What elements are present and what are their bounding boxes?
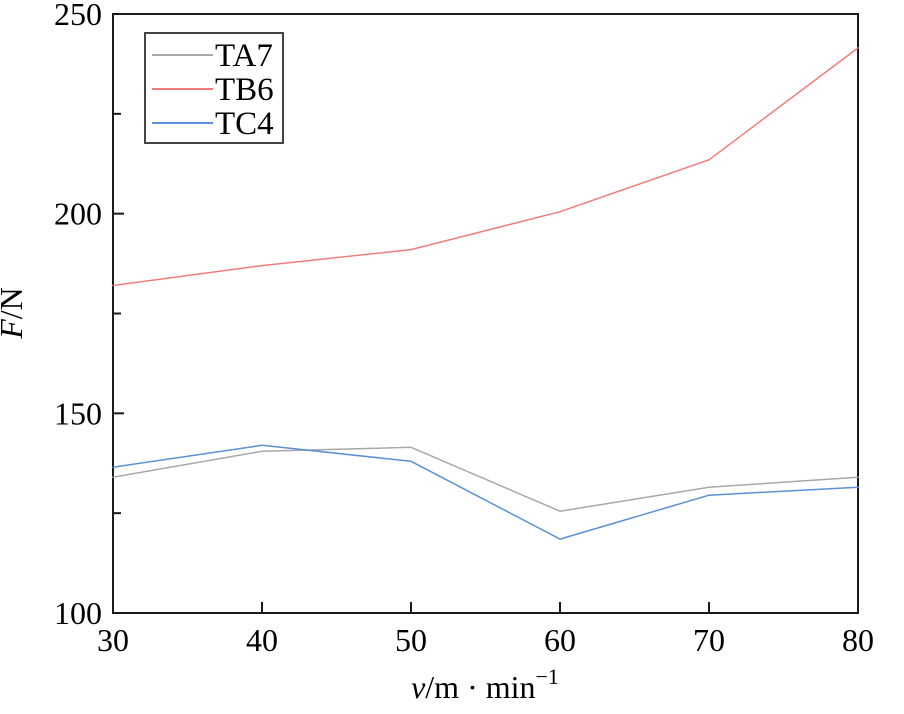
series-lines — [112, 47, 859, 540]
x-tick-label: 30 — [97, 622, 129, 658]
y-tick-label: 200 — [54, 196, 102, 232]
plot-border — [112, 13, 859, 614]
x-tick-label: 70 — [693, 622, 725, 658]
axis-ticks: 30 40 50 60 70 80 100 150 200 250 — [54, 0, 874, 658]
legend-label-TB6: TB6 — [215, 72, 274, 108]
x-axis-variable: v — [411, 669, 426, 705]
y-tick-label: 150 — [54, 395, 102, 431]
y-tick-label: 250 — [54, 0, 102, 32]
series-line-TA7 — [112, 446, 859, 512]
x-tick-label: 60 — [544, 622, 576, 658]
y-tick-label: 100 — [54, 595, 102, 631]
legend-label-TA7: TA7 — [215, 38, 273, 74]
x-axis-unit: /m · min — [425, 669, 535, 705]
x-tick-label: 40 — [246, 622, 278, 658]
x-tick-label: 50 — [395, 622, 427, 658]
y-axis-variable: F — [0, 319, 29, 340]
x-axis-exponent: −1 — [536, 664, 559, 689]
plot-frame — [112, 13, 859, 614]
legend-label-TC4: TC4 — [215, 106, 274, 142]
series-line-TB6 — [112, 47, 859, 287]
y-axis-label: F/N — [0, 287, 29, 340]
y-axis-unit: /N — [0, 287, 29, 319]
series-line-TC4 — [112, 444, 859, 540]
x-tick-label: 80 — [842, 622, 874, 658]
x-axis-label: v/m · min−1 — [411, 664, 559, 705]
